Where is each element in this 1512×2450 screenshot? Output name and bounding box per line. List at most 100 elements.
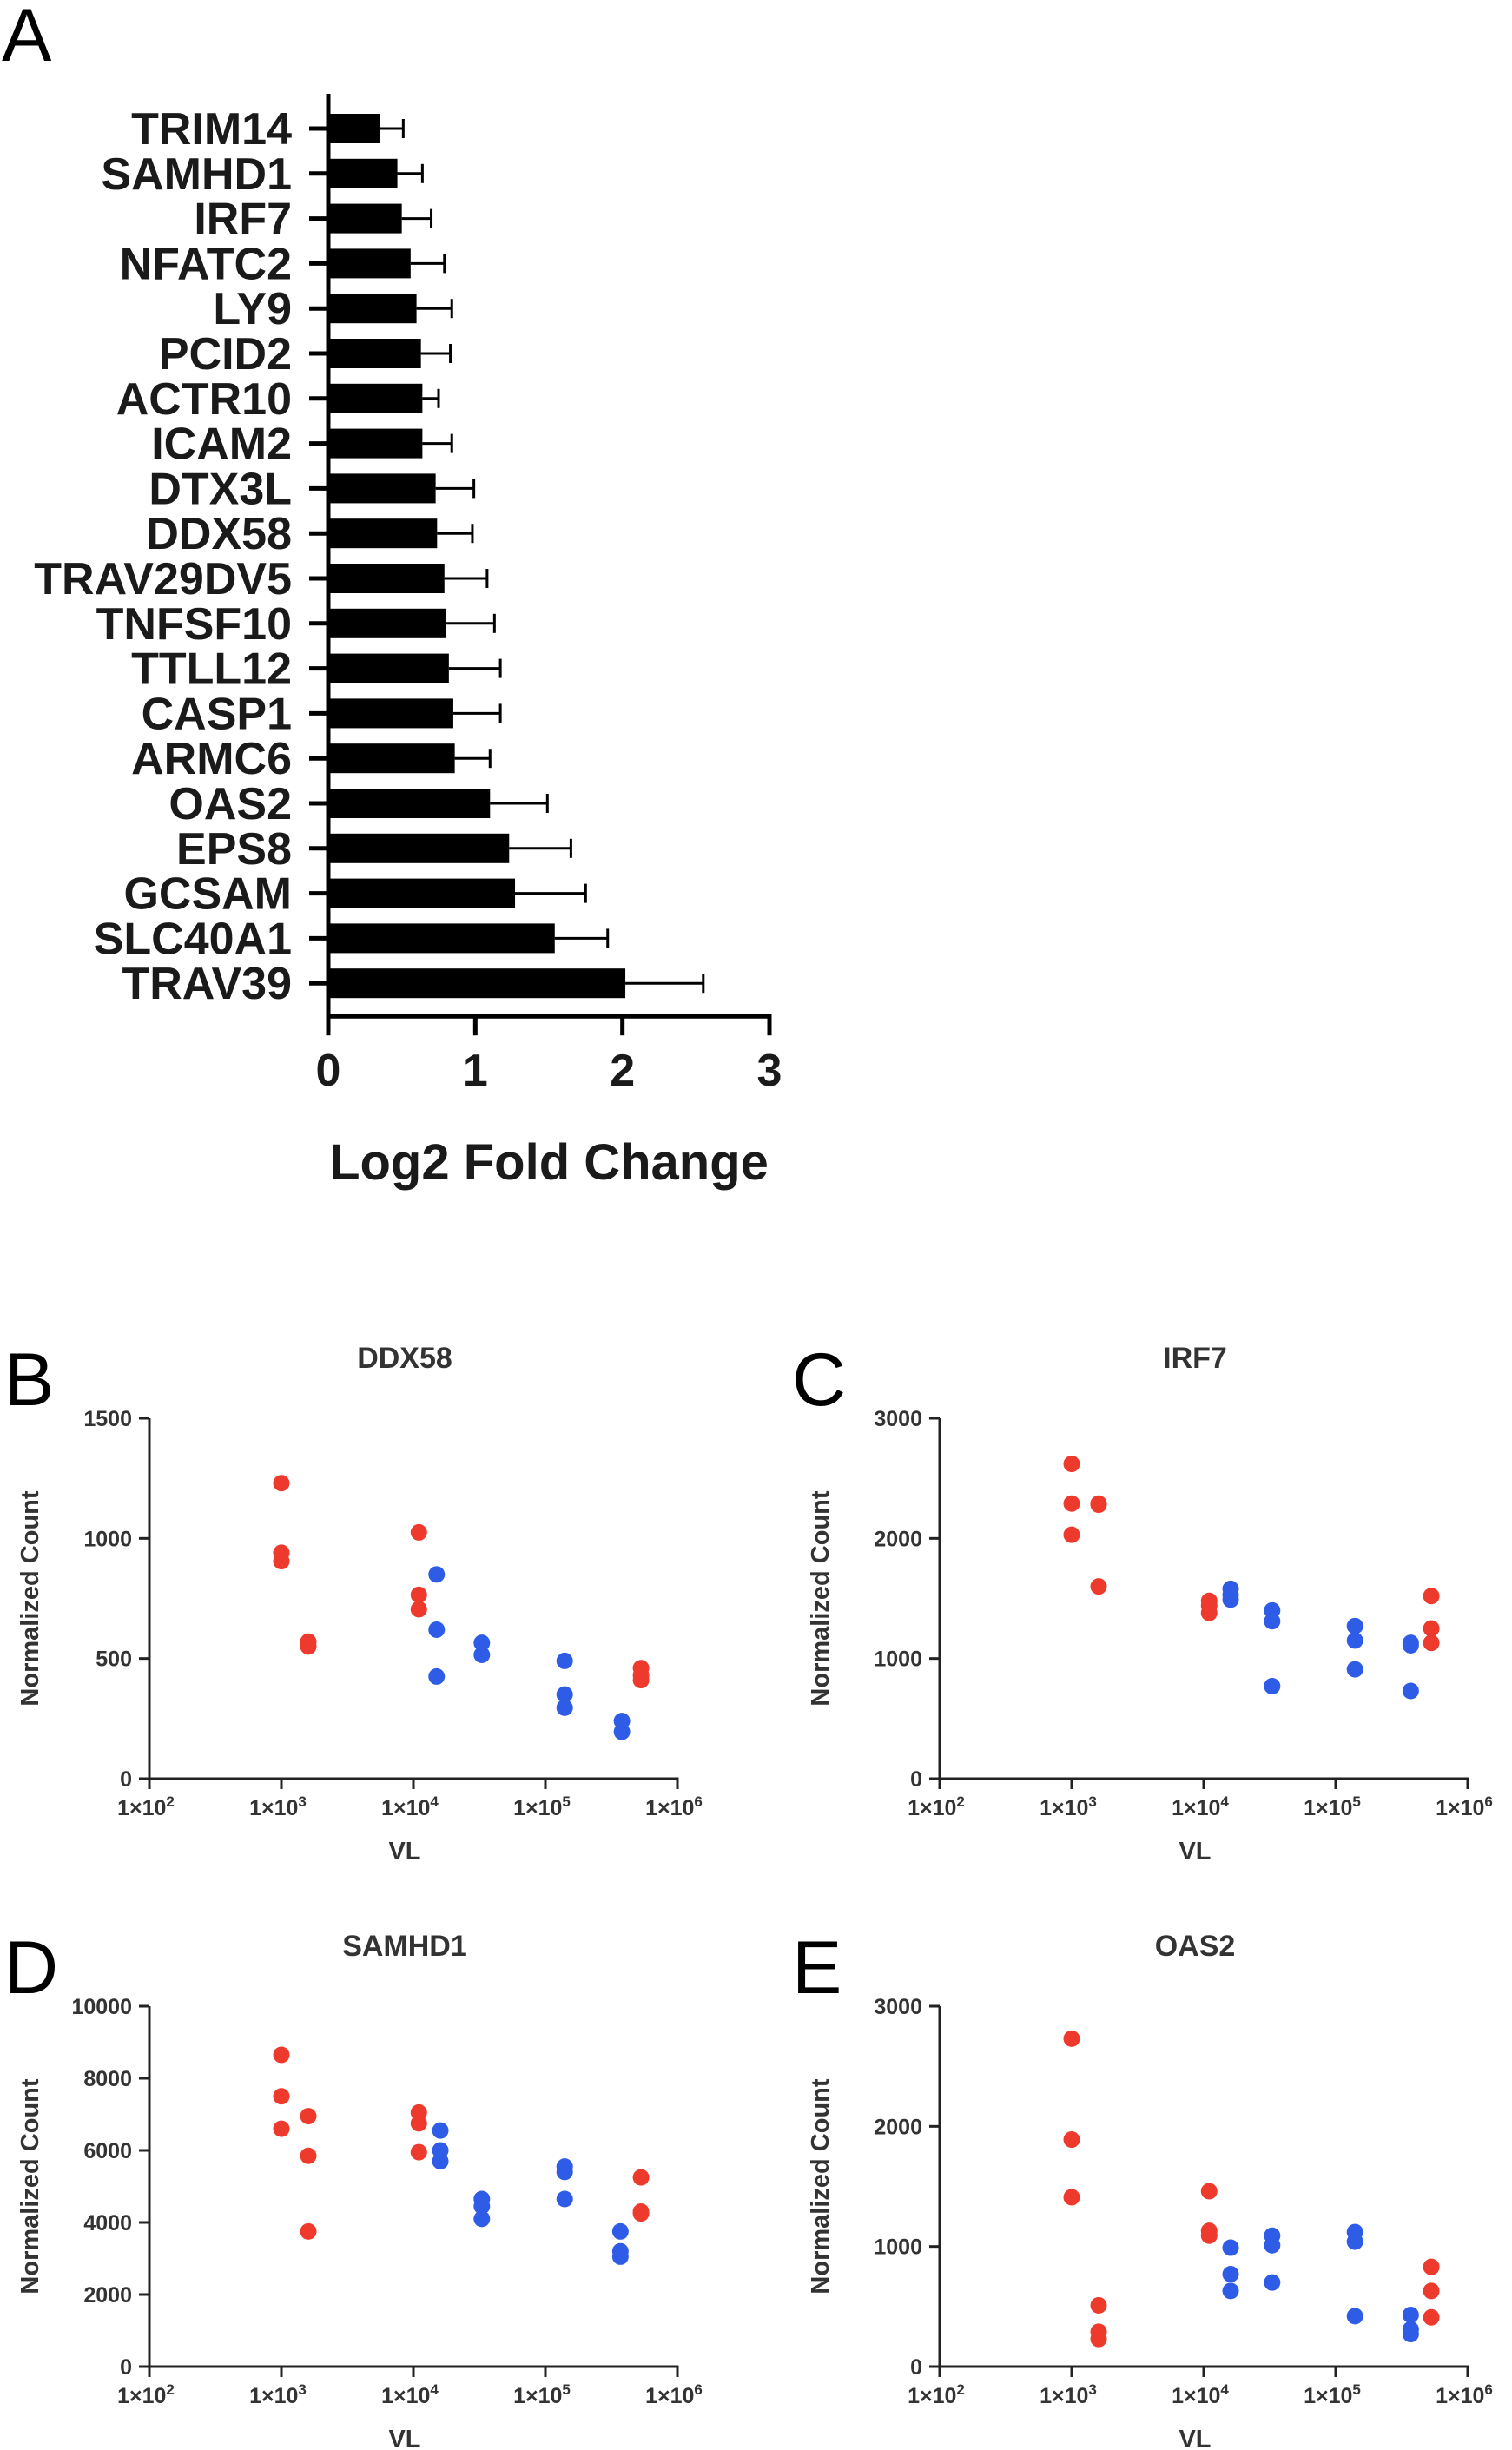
category-label: LY9 [213, 284, 292, 334]
x-tick-label: 2 [610, 1046, 635, 1096]
scatter-point-red [1090, 2330, 1107, 2348]
scatter-point-red [273, 1553, 290, 1570]
scatter-point-blue [473, 1647, 491, 1664]
scatter-point-red [1200, 1604, 1218, 1621]
chart-title: SAMHD1 [342, 1930, 467, 1963]
category-label: SAMHD1 [101, 149, 292, 200]
category-label: GCSAM [123, 869, 292, 920]
scatter-point-red [1423, 1634, 1440, 1652]
y-tick-label: 4000 [83, 2211, 132, 2235]
y-tick-label: 1000 [874, 2235, 922, 2260]
scatter-point-red [632, 1672, 650, 1689]
category-label: TRAV29DV5 [34, 554, 292, 604]
scatter-point-red [1090, 2296, 1107, 2314]
y-tick-label: 2000 [874, 1527, 922, 1551]
bar [328, 698, 453, 729]
category-label: DTX3L [149, 464, 292, 514]
x-tick-label: 1×104 [1172, 1793, 1229, 1820]
y-tick-label: 0 [120, 2355, 132, 2380]
panel-letter-e: E [792, 1926, 842, 2010]
category-label: SLC40A1 [94, 914, 292, 964]
scatter-point-red [300, 2108, 317, 2125]
bar-axes: TRIM14SAMHD1IRF7NFATC2LY9PCID2ACTR10ICAM… [34, 94, 782, 1096]
x-tick-label: 1×103 [249, 1793, 307, 1820]
bar [328, 518, 438, 549]
bar [328, 294, 417, 324]
bar [328, 428, 423, 459]
category-label: TNFSF10 [96, 599, 292, 650]
bar [328, 114, 380, 143]
category-label: EPS8 [176, 824, 292, 875]
scatter-point-blue [473, 1634, 491, 1652]
panel-d-samhd1-scatter: D SAMHD1 0 2000 4000 6000 8000 10000 1×102 1×103… [4, 1926, 703, 2450]
bar [328, 473, 436, 504]
x-tick-label: 1×105 [1304, 2381, 1361, 2408]
x-tick-label: 1×102 [117, 2381, 175, 2408]
scatter-point-red [1063, 1456, 1080, 1473]
category-label: PCID2 [159, 329, 292, 380]
scatter-point-blue [1346, 1632, 1363, 1649]
scatter-point-red [410, 1586, 427, 1603]
scatter-point-red [632, 2205, 650, 2222]
x-axis-label: Log2 Fold Change [329, 1134, 769, 1191]
y-tick-label: 0 [120, 1767, 132, 1792]
category-label: TTLL12 [131, 644, 292, 695]
bar [328, 743, 455, 774]
y-tick-label: 2000 [83, 2283, 132, 2308]
category-label: ARMC6 [131, 734, 292, 784]
panel-letter-b: B [4, 1338, 54, 1422]
x-tick-label: 1×106 [645, 1793, 703, 1820]
bar [328, 564, 445, 593]
scatter-point-blue [1346, 1661, 1363, 1678]
chart-title: DDX58 [357, 1342, 452, 1375]
chart-title: OAS2 [1155, 1930, 1236, 1963]
category-label: CASP1 [142, 689, 292, 739]
scatter-point-blue [556, 1652, 573, 1669]
scatter-point-blue [432, 2152, 449, 2169]
scatter-point-blue [611, 2248, 629, 2265]
panel-letter-c: C [792, 1338, 846, 1422]
scatter-point-blue [428, 1621, 446, 1638]
scatter-point-red [300, 2147, 317, 2164]
scatter-point-red [632, 2169, 650, 2186]
scatter-point-blue [1222, 1591, 1239, 1608]
y-tick-label: 1500 [83, 1407, 132, 1431]
panel-a-bar-chart: A TRIM14SAMHD1IRF7NFATC2LY9PCID2ACTR10IC… [2, 0, 782, 1191]
scatter-point-blue [1402, 2307, 1419, 2324]
x-axis-label: VL [1179, 2426, 1211, 2450]
category-label: TRIM14 [131, 104, 292, 155]
scatter-point-blue [556, 2163, 573, 2181]
scatter-point-blue [428, 1667, 446, 1685]
scatter-point-red [1063, 2030, 1080, 2047]
x-tick-label: 1×105 [513, 1793, 571, 1820]
x-tick-label: 1×105 [1304, 1793, 1361, 1820]
x-tick-label: 1 [463, 1046, 488, 1096]
scatter-point-blue [556, 2190, 573, 2208]
y-tick-label: 500 [96, 1648, 132, 1672]
bar [328, 203, 402, 234]
scatter-point-red [300, 2222, 317, 2240]
bar [328, 789, 491, 818]
y-tick-label: 8000 [83, 2067, 132, 2091]
y-tick-label: 3000 [874, 1995, 922, 2019]
scatter-point-blue [1264, 1613, 1281, 1630]
bar [328, 339, 421, 368]
scatter-point-blue [1402, 1682, 1419, 1700]
x-tick-label: 1×106 [1436, 2381, 1493, 2408]
scatter-point-blue [1346, 1617, 1363, 1634]
scatter-point-blue [1222, 2282, 1239, 2300]
category-label: ICAM2 [151, 419, 292, 470]
scatter-point-blue [1402, 2326, 1419, 2343]
scatter-point-red [1200, 2227, 1218, 2244]
scatter-point-red [1423, 1588, 1440, 1605]
y-axis-label: Normalized Count [17, 2078, 44, 2294]
y-axis-label: Normalized Count [807, 1490, 835, 1706]
scatter-point-red [410, 2115, 427, 2132]
x-axis-label: VL [388, 2426, 420, 2450]
y-tick-label: 0 [910, 1767, 922, 1792]
bar-group [328, 114, 705, 999]
scatter-point-red [1423, 2282, 1440, 2300]
bar [328, 383, 423, 413]
category-label: DDX58 [146, 509, 292, 559]
panel-letter-d: D [4, 1926, 58, 2010]
